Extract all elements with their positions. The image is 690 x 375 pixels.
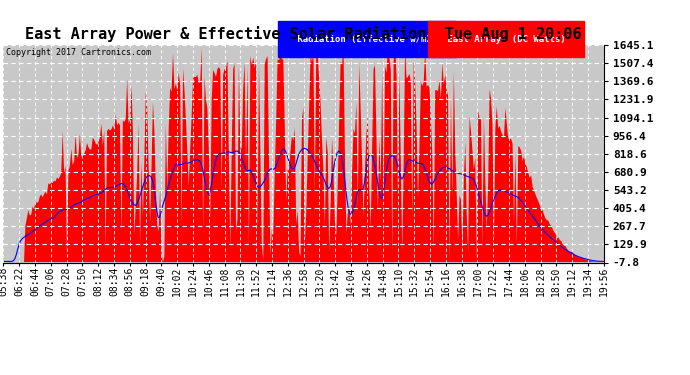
Text: Radiation (Effective w/m2): Radiation (Effective w/m2): [292, 35, 442, 44]
Text: Copyright 2017 Cartronics.com: Copyright 2017 Cartronics.com: [6, 48, 151, 57]
Text: East Array  (DC Watts): East Array (DC Watts): [442, 35, 571, 44]
Title: East Array Power & Effective Solar Radiation  Tue Aug 1 20:06: East Array Power & Effective Solar Radia…: [26, 27, 582, 42]
